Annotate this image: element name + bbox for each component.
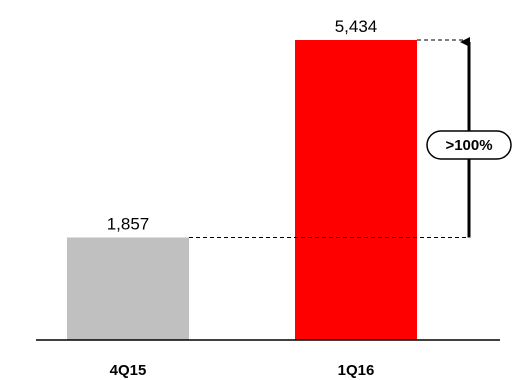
- change-annotation: >100%: [189, 37, 512, 238]
- data-label-4q15: 1,857: [107, 214, 150, 233]
- change-pill: [426, 130, 512, 160]
- bar-1q16: [295, 40, 417, 340]
- data-label-1q16: 5,434: [335, 17, 378, 36]
- change-label: >100%: [445, 137, 492, 154]
- category-label-1q16: 1Q16: [338, 362, 375, 379]
- bar-4q15: [67, 237, 189, 340]
- category-label-4q15: 4Q15: [110, 362, 147, 379]
